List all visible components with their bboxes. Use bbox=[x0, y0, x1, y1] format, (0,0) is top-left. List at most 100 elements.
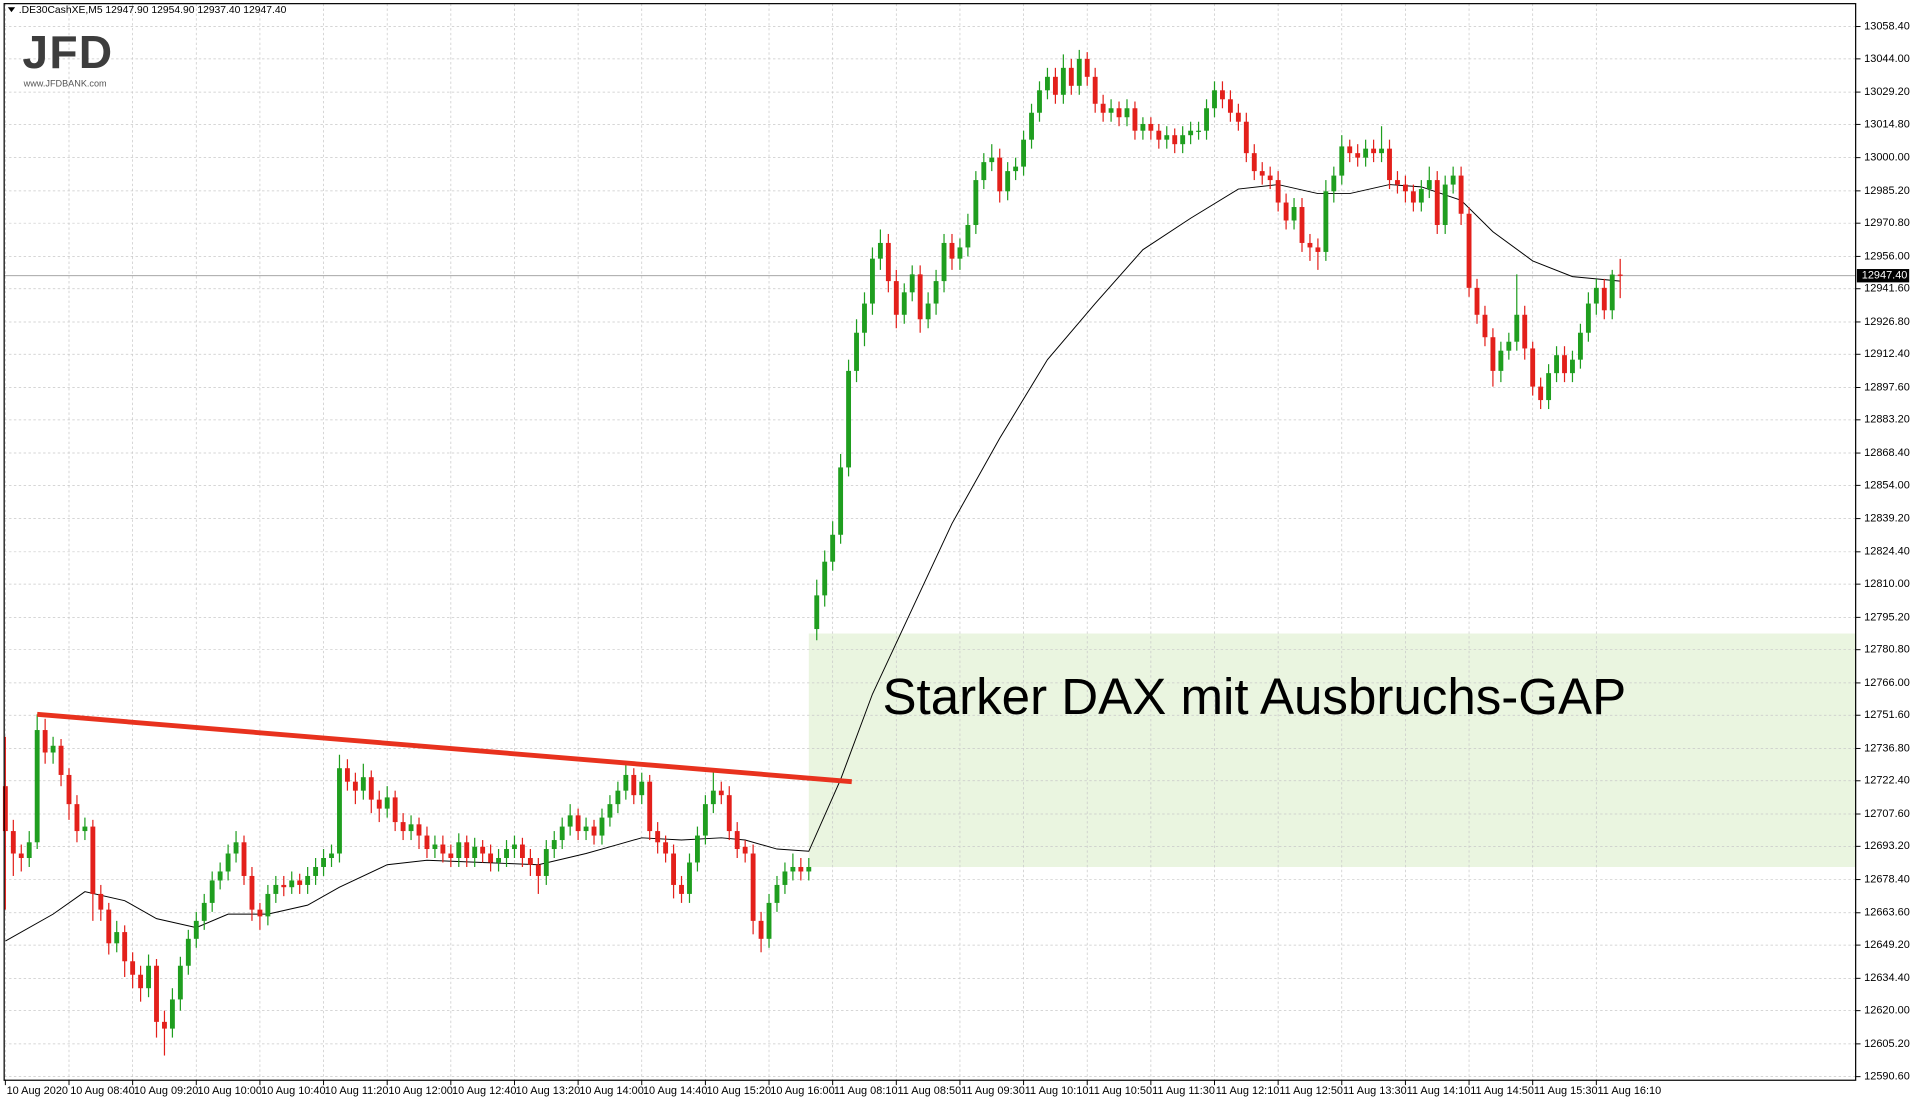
y-tick-label: 13029.20 bbox=[1864, 86, 1910, 98]
candle-body bbox=[822, 561, 828, 596]
candle-body bbox=[1426, 180, 1432, 190]
candle-body bbox=[718, 790, 724, 796]
x-tick-label: 10 Aug 2020 bbox=[7, 1085, 68, 1097]
y-tick-label: 12663.60 bbox=[1864, 907, 1910, 919]
candle-body bbox=[1355, 153, 1361, 158]
candle-body bbox=[1267, 175, 1273, 181]
candle-body bbox=[432, 844, 438, 850]
grid bbox=[4, 3, 1856, 1081]
candle-body bbox=[575, 815, 581, 832]
x-tick-label: 10 Aug 10:40 bbox=[261, 1085, 325, 1097]
y-tick-label: 12824.40 bbox=[1864, 546, 1910, 558]
candle-body bbox=[265, 893, 271, 917]
candle-body bbox=[305, 875, 311, 885]
logo: JFD bbox=[22, 26, 113, 78]
candle-body bbox=[790, 866, 796, 872]
candle-body bbox=[1593, 287, 1599, 304]
gap-zone bbox=[808, 633, 1856, 867]
candle-body bbox=[647, 781, 653, 832]
x-tick-label: 11 Aug 14:50 bbox=[1470, 1085, 1534, 1097]
candle-body bbox=[1021, 139, 1027, 167]
last-price-label: 12947.40 bbox=[1862, 270, 1908, 282]
y-tick-label: 12970.80 bbox=[1864, 217, 1910, 229]
candle-body bbox=[766, 902, 772, 939]
candle-body bbox=[1498, 350, 1504, 371]
candle-body bbox=[1387, 148, 1392, 181]
candle-body bbox=[1172, 135, 1178, 145]
candle-body bbox=[281, 884, 287, 888]
candle-body bbox=[1164, 135, 1170, 140]
candle-body bbox=[360, 777, 366, 791]
candle-body bbox=[1577, 332, 1583, 360]
candle-body bbox=[50, 745, 56, 753]
candle-body bbox=[496, 858, 501, 863]
x-tick-label: 10 Aug 14:00 bbox=[579, 1085, 643, 1097]
candle-body bbox=[1116, 108, 1122, 118]
y-tick-label: 12795.20 bbox=[1864, 611, 1910, 623]
x-tick-label: 11 Aug 10:50 bbox=[1088, 1085, 1152, 1097]
plot bbox=[2, 49, 1623, 1056]
candle-body bbox=[1617, 274, 1623, 276]
candle-body bbox=[702, 804, 708, 836]
x-tick-label: 10 Aug 16:00 bbox=[770, 1085, 834, 1097]
candle-body bbox=[1315, 247, 1321, 252]
candle-body bbox=[193, 920, 199, 939]
candle-body bbox=[1029, 112, 1034, 140]
candle-body bbox=[1562, 355, 1567, 374]
candle-body bbox=[1220, 90, 1225, 100]
x-tick-label: 11 Aug 09:30 bbox=[961, 1085, 1025, 1097]
candle-body bbox=[798, 866, 804, 872]
x-tick-label: 10 Aug 12:00 bbox=[388, 1085, 452, 1097]
x-tick-label: 10 Aug 13:20 bbox=[516, 1085, 580, 1097]
candle-body bbox=[122, 932, 128, 962]
x-tick-label: 11 Aug 14:10 bbox=[1407, 1085, 1471, 1097]
candle-body bbox=[1124, 108, 1130, 118]
candle-body bbox=[34, 730, 40, 843]
y-tick-label: 12941.60 bbox=[1864, 283, 1910, 295]
candle-body bbox=[289, 880, 295, 888]
candle-body bbox=[1148, 123, 1154, 131]
candle-body bbox=[1458, 175, 1464, 214]
candle-body bbox=[66, 774, 72, 805]
candle-body bbox=[58, 745, 64, 775]
candle-body bbox=[1013, 166, 1019, 172]
dropdown-icon[interactable] bbox=[7, 7, 16, 13]
candle-body bbox=[1132, 108, 1138, 131]
candle-body bbox=[909, 274, 915, 293]
candle-body bbox=[130, 961, 136, 975]
candle-body bbox=[870, 258, 875, 304]
candle-body bbox=[1395, 180, 1400, 185]
candle-body bbox=[1434, 180, 1440, 225]
y-tick-label: 12868.40 bbox=[1864, 447, 1910, 459]
candle-body bbox=[249, 875, 255, 910]
candle-body bbox=[599, 817, 605, 836]
candle-body bbox=[1045, 76, 1050, 91]
candle-body bbox=[1410, 191, 1416, 203]
candle-body bbox=[742, 846, 748, 854]
candle-body bbox=[615, 790, 621, 805]
candle-body bbox=[424, 835, 430, 850]
candle-body bbox=[1140, 123, 1146, 131]
candle-body bbox=[1204, 108, 1209, 131]
candle-body bbox=[838, 467, 844, 535]
candle-body bbox=[1291, 207, 1297, 221]
candle-body bbox=[273, 884, 279, 894]
candle-body bbox=[551, 840, 557, 850]
candle-body bbox=[416, 824, 422, 836]
candle-body bbox=[169, 999, 175, 1029]
candle-body bbox=[1005, 171, 1011, 192]
candle-body bbox=[663, 842, 669, 854]
candle-body bbox=[710, 790, 716, 805]
candle-body bbox=[925, 303, 931, 320]
candle-body bbox=[1585, 303, 1591, 333]
candle-body bbox=[1466, 213, 1472, 288]
candle-body bbox=[1243, 121, 1249, 154]
candle-body bbox=[82, 826, 88, 832]
candle-body bbox=[1546, 373, 1552, 401]
candle-body bbox=[1474, 287, 1480, 315]
candle-body bbox=[1212, 90, 1217, 109]
y-tick-label: 13058.40 bbox=[1864, 20, 1910, 32]
y-tick-label: 12693.20 bbox=[1864, 840, 1910, 852]
candle-body bbox=[1482, 314, 1488, 338]
